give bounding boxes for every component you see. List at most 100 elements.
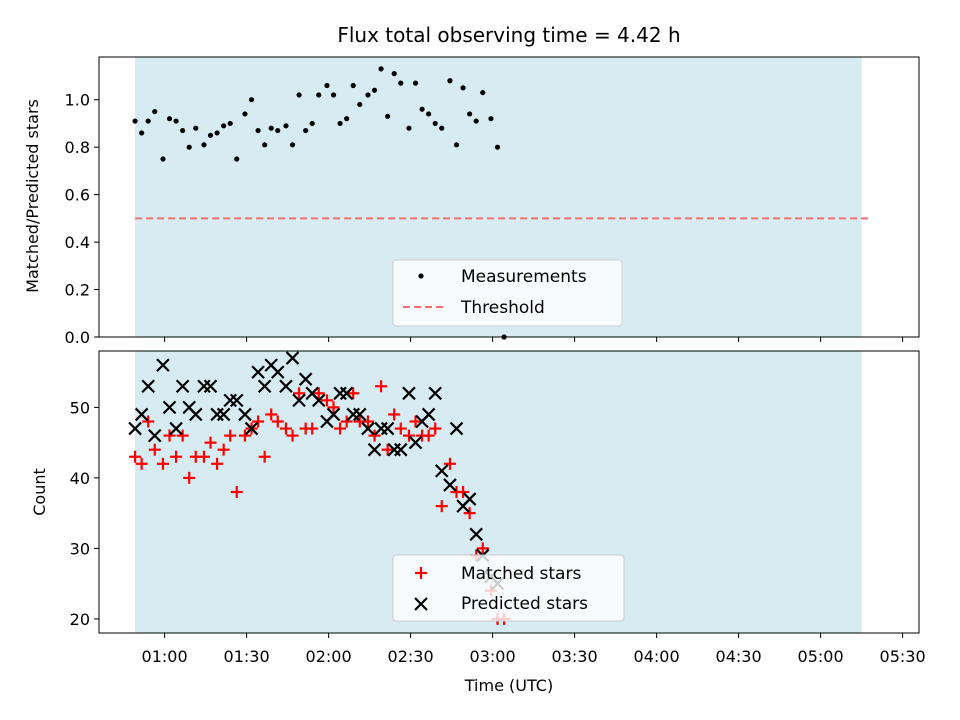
legend-predicted-label: Predicted stars [461, 594, 588, 614]
predicted-star-marker [298, 372, 313, 386]
top-y-tick-label: 0.8 [65, 138, 90, 157]
predicted-star-marker [279, 379, 293, 394]
bottom-legend-box [392, 554, 625, 622]
matched-star-marker [156, 457, 169, 470]
measurement-point [365, 92, 371, 98]
measurement-point [221, 123, 227, 129]
legend-threshold-label: Threshold [460, 298, 545, 318]
measurement-point [173, 118, 179, 124]
measurement-point [480, 89, 486, 96]
predicted-star-marker [156, 358, 170, 372]
predicted-star-marker [270, 365, 285, 379]
matched-star-marker [148, 443, 161, 456]
bottom-axes-frame [98, 350, 920, 634]
measurement-point [357, 101, 363, 108]
predicted-star-marker [469, 527, 483, 542]
measurement-point [214, 130, 220, 136]
measurement-point [283, 123, 289, 129]
bottom-x-ticks: 01:00 01:30 02:00 02:30 03:00 03:30 04:00 04:30… [142, 633, 926, 666]
x-tick-label: 03:00 [470, 647, 516, 666]
top-y-tick-label: 0.4 [65, 233, 90, 252]
predicted-star-marker [238, 407, 252, 422]
predicted-star-marker [229, 393, 244, 408]
matched-star-marker [176, 429, 189, 442]
x-tick-label: 02:30 [388, 647, 434, 666]
measurement-point [242, 111, 248, 117]
matched-star-marker [368, 429, 381, 442]
matched-star-marker [422, 429, 435, 442]
measurement-point [248, 97, 255, 103]
measurement-point [344, 116, 350, 122]
matched-star-marker [312, 387, 325, 400]
measurement-point [234, 156, 240, 162]
measurement-points [132, 66, 507, 340]
measurement-point [255, 127, 261, 134]
x-tick-label: 02:00 [306, 647, 352, 666]
predicted-star-marker [169, 421, 183, 436]
matched-star-marker [435, 500, 448, 513]
predicted-star-marker [134, 407, 149, 422]
matched-star-marker [142, 415, 155, 428]
matched-star-marker [183, 471, 196, 484]
matched-star-marker [334, 422, 347, 435]
matched-star-marker [258, 450, 271, 463]
predicted-star-marker [443, 478, 457, 492]
matched-star-marker [361, 415, 374, 428]
ratio-panel: 0.0 0.2 0.4 0.6 0.8 1.0 Flux total observing … [23, 23, 920, 347]
measurement-point [330, 92, 337, 98]
measurement-point [398, 80, 404, 86]
x-tick-label: 04:00 [634, 647, 680, 666]
matched-star-marker [286, 429, 299, 442]
predicted-star-marker [402, 386, 416, 401]
predicted-star-marker [380, 421, 395, 436]
predicted-star-marker [428, 386, 442, 401]
matched-star-marker [463, 507, 476, 520]
top-y-ticks: 0.0 0.2 0.4 0.6 0.8 1.0 [65, 91, 99, 347]
x-tick-label: 03:30 [552, 647, 598, 666]
measurement-point [371, 87, 378, 93]
measurement-point [309, 120, 315, 127]
bottom-legend: Matched stars Predicted stars [392, 554, 625, 622]
predicted-star-marker [393, 442, 408, 457]
measurement-point [227, 120, 233, 127]
x-tick-label: 01:00 [142, 647, 188, 666]
matched-star-marker [252, 415, 265, 428]
measurement-point [296, 92, 302, 98]
x-tick-label: 05:30 [880, 647, 926, 666]
top-y-tick-label: 0.0 [65, 328, 90, 347]
matched-star-marker [197, 450, 210, 463]
matched-star-marker [457, 486, 470, 498]
top-y-tick-label: 0.6 [65, 186, 90, 205]
x-tick-label: 05:00 [798, 647, 844, 666]
matched-star-marker [230, 486, 243, 498]
bottom-y-tick-label: 50 [70, 398, 90, 417]
top-y-tick-label: 0.2 [65, 281, 90, 300]
measurement-point [447, 78, 453, 84]
measurement-point [337, 120, 343, 127]
matched-star-marker [340, 415, 353, 428]
predicted-star-marker [434, 464, 449, 478]
matched-star-marker [204, 436, 217, 449]
predicted-stars-markers [128, 351, 505, 591]
predicted-star-marker [462, 492, 477, 506]
measurement-point [494, 144, 501, 150]
measurement-point [207, 132, 214, 138]
predicted-star-marker [352, 407, 367, 422]
measurement-point [350, 82, 356, 89]
matched-star-marker [429, 422, 442, 435]
predicted-star-marker [251, 365, 265, 379]
matched-star-marker [129, 450, 142, 463]
matched-star-marker [265, 408, 278, 421]
bottom-y-tick-label: 30 [70, 539, 90, 558]
predicted-star-marker [216, 407, 231, 422]
predicted-star-marker [203, 379, 218, 394]
chart-title: Flux total observing time = 4.42 h [337, 23, 680, 47]
matched-star-marker [238, 429, 251, 442]
matched-star-marker [306, 422, 319, 435]
measurement-point [419, 106, 425, 112]
measurement-point [166, 116, 173, 122]
matched-star-marker [135, 457, 148, 470]
legend-matched-marker [415, 567, 427, 579]
measurement-point [303, 127, 309, 134]
measurement-point [378, 66, 384, 72]
